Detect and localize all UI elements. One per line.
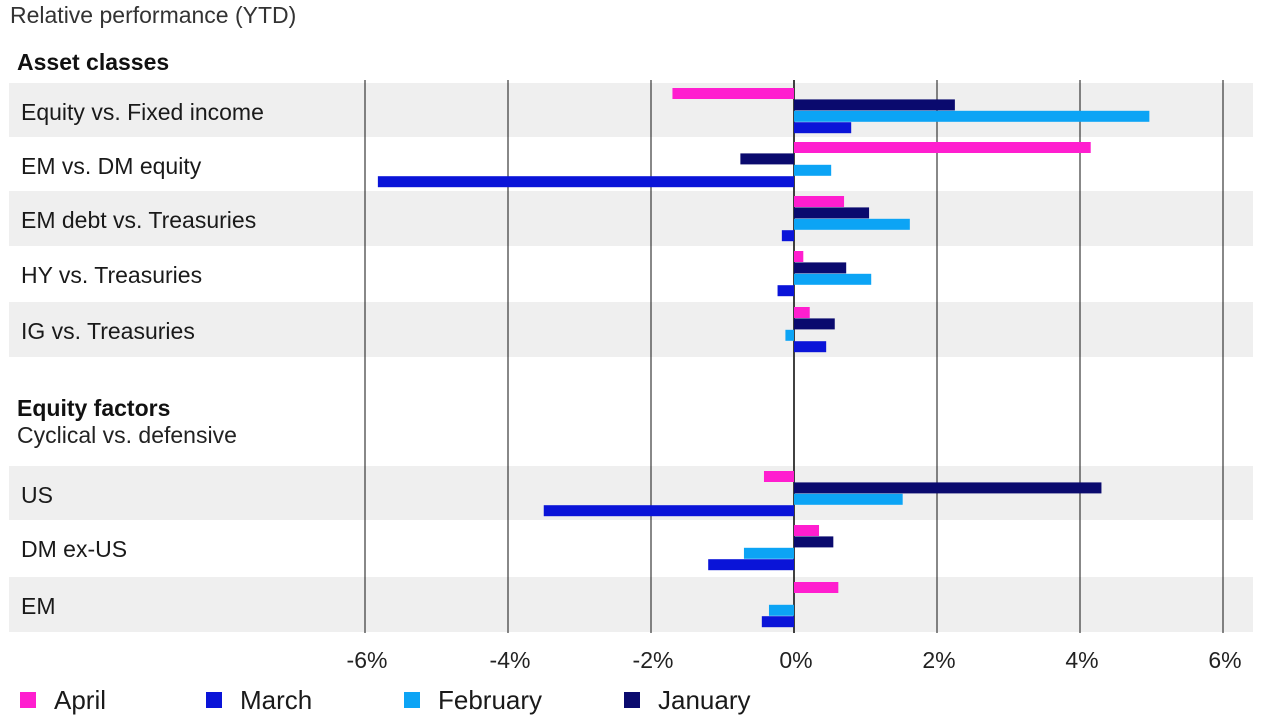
bar-march-hy-vs-treasuries <box>777 285 794 297</box>
bar-april-equity-vs-fixed-income <box>672 88 794 99</box>
bar-february-equity-vs-fixed-income <box>794 110 1150 122</box>
bar-april-em <box>794 582 839 593</box>
legend-item-march: March <box>206 684 312 716</box>
bar-february-em <box>768 604 794 616</box>
legend-swatch-february <box>404 692 420 708</box>
bar-april-em-debt-vs-treasuries <box>794 196 845 207</box>
row-band <box>9 302 1253 357</box>
legend-label-march: March <box>240 684 313 715</box>
x-tick-label: 6% <box>1208 647 1241 673</box>
legend-label-february: February <box>438 684 543 715</box>
bar-january-em-vs-dm-equity <box>740 153 794 165</box>
bar-february-us <box>794 493 903 505</box>
legend-label-january: January <box>658 684 751 715</box>
legend-swatch-march <box>206 692 222 708</box>
bar-january-em-debt-vs-treasuries <box>794 207 870 219</box>
bar-chart: Relative performance (YTD) Asset classes E… <box>9 2 1253 673</box>
bar-march-em-vs-dm-equity <box>377 176 794 188</box>
x-tick-label: -2% <box>633 647 674 673</box>
category-label-em-vs-dm-equity: EM vs. DM equity <box>21 153 202 179</box>
bar-january-dm-ex-us <box>794 536 834 548</box>
category-label-equity-vs-fixed-income: Equity vs. Fixed income <box>21 99 264 125</box>
bar-march-equity-vs-fixed-income <box>794 122 852 134</box>
legend-swatch-january <box>624 692 640 708</box>
category-label-ig-vs-treasuries: IG vs. Treasuries <box>21 318 195 344</box>
bar-february-ig-vs-treasuries <box>785 329 794 341</box>
x-tick-label: 2% <box>922 647 955 673</box>
group-heading-asset-classes: Asset classes <box>17 49 169 75</box>
x-tick-label: 0% <box>779 647 812 673</box>
bar-march-dm-ex-us <box>708 559 794 571</box>
bar-january-ig-vs-treasuries <box>794 318 835 330</box>
legend-item-february: February <box>404 684 542 716</box>
bar-april-hy-vs-treasuries <box>794 251 804 262</box>
bar-february-em-vs-dm-equity <box>794 164 832 176</box>
bar-march-ig-vs-treasuries <box>794 341 827 353</box>
category-label-us: US <box>21 482 53 508</box>
x-tick-label: -4% <box>490 647 531 673</box>
bar-february-hy-vs-treasuries <box>794 273 872 285</box>
row-band <box>9 577 1253 632</box>
category-label-em-debt-vs-treasuries: EM debt vs. Treasuries <box>21 207 256 233</box>
bar-january-equity-vs-fixed-income <box>794 99 955 111</box>
bar-april-dm-ex-us <box>794 525 820 536</box>
chart-title: Relative performance (YTD) <box>10 2 296 28</box>
category-label-em: EM <box>21 593 56 619</box>
x-tick-label: -6% <box>347 647 388 673</box>
category-label-hy-vs-treasuries: HY vs. Treasuries <box>21 262 202 288</box>
group-heading-equity-factors: Equity factors <box>17 395 170 421</box>
row-band <box>9 191 1253 246</box>
bar-april-ig-vs-treasuries <box>794 307 810 318</box>
legend-label-april: April <box>54 684 107 715</box>
row-band <box>9 83 1253 137</box>
bar-january-us <box>794 482 1102 494</box>
bar-february-dm-ex-us <box>743 547 794 559</box>
bar-march-us <box>543 505 794 517</box>
legend: April March February January <box>20 684 1260 716</box>
bar-february-em-debt-vs-treasuries <box>794 218 910 230</box>
bar-march-em-debt-vs-treasuries <box>781 230 794 242</box>
bar-january-hy-vs-treasuries <box>794 262 847 274</box>
legend-item-january: January <box>624 684 751 716</box>
category-label-dm-ex-us: DM ex-US <box>21 536 127 562</box>
bar-april-us <box>763 471 794 482</box>
legend-item-april: April <box>20 684 106 716</box>
x-tick-label: 4% <box>1065 647 1098 673</box>
bar-march-em <box>761 616 794 628</box>
legend-swatch-april <box>20 692 36 708</box>
group-subheading: Cyclical vs. defensive <box>17 422 237 448</box>
bar-april-em-vs-dm-equity <box>794 142 1091 153</box>
